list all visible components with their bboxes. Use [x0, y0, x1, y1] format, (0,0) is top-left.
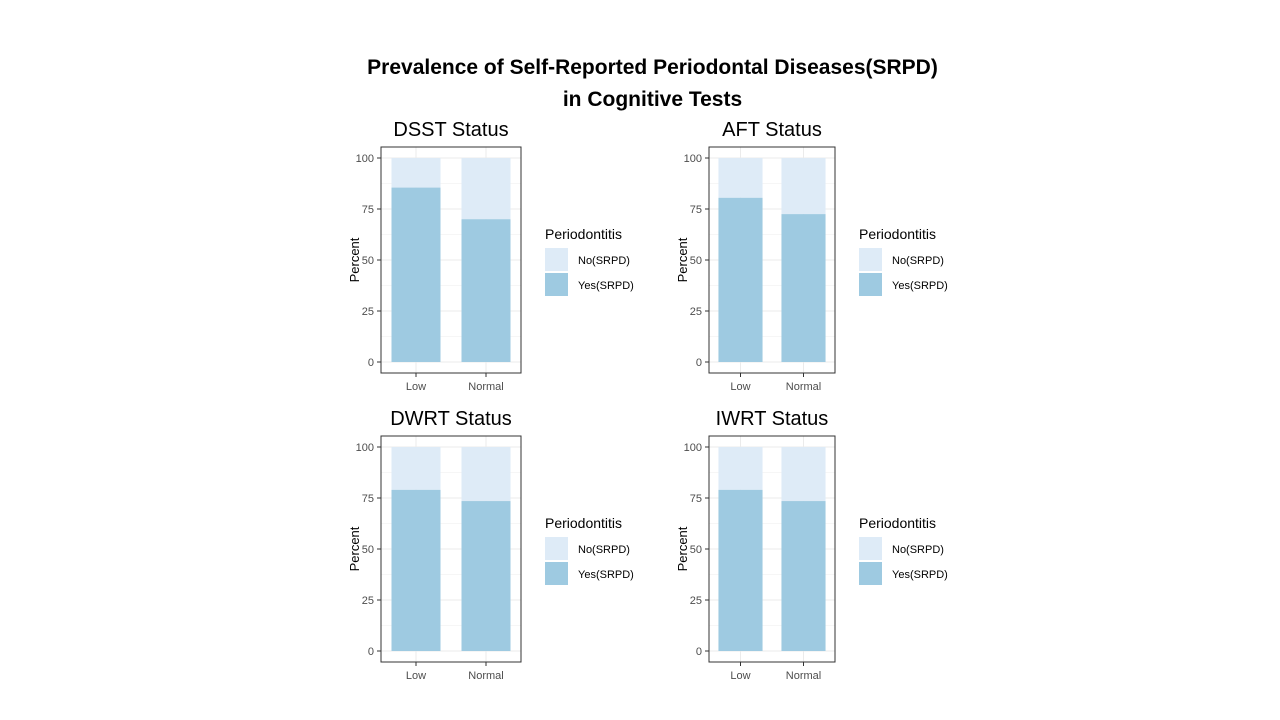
x-tick-label: Low	[730, 381, 750, 393]
y-tick-label: 0	[368, 357, 374, 369]
bar-no-srpd	[718, 447, 763, 490]
legend-label: Yes(SRPD)	[892, 280, 948, 292]
legend-key	[545, 273, 568, 296]
y-tick-label: 75	[690, 493, 702, 505]
legend-label: No(SRPD)	[892, 255, 944, 267]
legend-title: Periodontitis	[859, 226, 936, 242]
bar-no-srpd	[781, 158, 826, 215]
y-tick-label: 0	[368, 646, 374, 658]
x-tick-label: Low	[730, 670, 750, 682]
legend-key	[545, 537, 568, 560]
chart-panel: 0 25 50 75 100 Low Normal Percent AFT Status Peri…	[675, 119, 948, 393]
x-tick-label: Low	[406, 670, 426, 682]
panel-title: AFT Status	[722, 119, 822, 141]
y-tick-label: 75	[690, 204, 702, 216]
legend-key	[859, 562, 882, 585]
panel-title: IWRT Status	[716, 408, 829, 430]
bar-yes-srpd	[718, 489, 763, 651]
legend-title: Periodontitis	[545, 515, 622, 531]
y-axis-title: Percent	[347, 526, 362, 571]
y-tick-label: 75	[362, 493, 374, 505]
legend-key	[859, 273, 882, 296]
bar-yes-srpd	[461, 219, 511, 362]
y-tick-label: 50	[690, 255, 702, 267]
chart-panel: 0 25 50 75 100 Low Normal Percent DWRT Status Per…	[347, 408, 634, 682]
bar-no-srpd	[718, 158, 763, 198]
y-tick-label: 25	[690, 595, 702, 607]
y-tick-label: 100	[684, 153, 702, 165]
bar-yes-srpd	[461, 501, 511, 651]
panel-title: DSST Status	[393, 119, 508, 141]
bar-no-srpd	[461, 158, 511, 220]
legend-key	[859, 248, 882, 271]
legend-label: Yes(SRPD)	[578, 569, 634, 581]
legend: Periodontitis No(SRPD) Yes(SRPD)	[859, 515, 948, 585]
figure-subtitle: in Cognitive Tests	[562, 88, 743, 111]
bar-no-srpd	[391, 158, 441, 188]
legend: Periodontitis No(SRPD) Yes(SRPD)	[545, 515, 634, 585]
bar-no-srpd	[391, 447, 441, 490]
chart-panel: 0 25 50 75 100 Low Normal Percent IWRT Status Per…	[675, 408, 948, 682]
y-tick-label: 25	[362, 306, 374, 318]
legend-label: No(SRPD)	[578, 255, 630, 267]
legend-label: No(SRPD)	[578, 544, 630, 556]
x-tick-label: Normal	[468, 670, 503, 682]
y-axis-title: Percent	[347, 237, 362, 282]
bar-no-srpd	[781, 447, 826, 502]
bar-yes-srpd	[781, 214, 826, 362]
y-tick-label: 100	[684, 442, 702, 454]
y-tick-label: 50	[362, 255, 374, 267]
legend-label: No(SRPD)	[892, 544, 944, 556]
y-tick-label: 0	[696, 646, 702, 658]
y-tick-label: 100	[356, 442, 374, 454]
legend-title: Periodontitis	[545, 226, 622, 242]
bar-no-srpd	[461, 447, 511, 502]
legend-label: Yes(SRPD)	[578, 280, 634, 292]
y-tick-label: 75	[362, 204, 374, 216]
y-tick-label: 50	[362, 544, 374, 556]
y-tick-label: 25	[362, 595, 374, 607]
bar-yes-srpd	[718, 197, 763, 362]
x-tick-label: Normal	[468, 381, 503, 393]
y-tick-label: 25	[690, 306, 702, 318]
y-axis-title: Percent	[675, 526, 690, 571]
bar-yes-srpd	[391, 187, 441, 362]
figure-title: Prevalence of Self-Reported Periodontal …	[367, 56, 938, 79]
y-tick-label: 0	[696, 357, 702, 369]
panel-title: DWRT Status	[390, 408, 512, 430]
x-tick-label: Normal	[786, 670, 821, 682]
bar-yes-srpd	[781, 501, 826, 651]
x-tick-label: Low	[406, 381, 426, 393]
y-tick-label: 50	[690, 544, 702, 556]
legend: Periodontitis No(SRPD) Yes(SRPD)	[545, 226, 634, 296]
y-axis-title: Percent	[675, 237, 690, 282]
y-tick-label: 100	[356, 153, 374, 165]
legend-key	[859, 537, 882, 560]
legend: Periodontitis No(SRPD) Yes(SRPD)	[859, 226, 948, 296]
legend-title: Periodontitis	[859, 515, 936, 531]
x-tick-label: Normal	[786, 381, 821, 393]
chart-panel: 0 25 50 75 100 Low Normal Percent DSST Status Per…	[347, 119, 634, 393]
legend-label: Yes(SRPD)	[892, 569, 948, 581]
legend-key	[545, 562, 568, 585]
bar-yes-srpd	[391, 489, 441, 651]
legend-key	[545, 248, 568, 271]
